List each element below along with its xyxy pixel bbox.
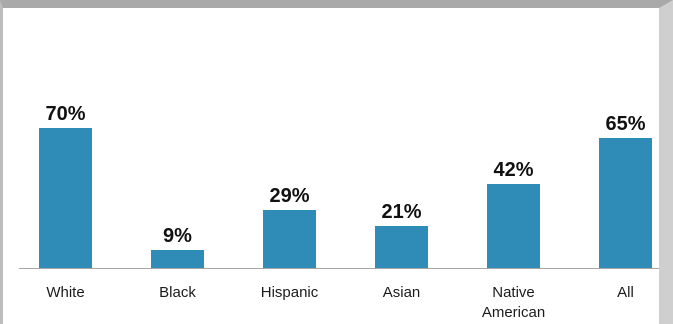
category-label-hispanic: Hispanic <box>261 284 319 301</box>
bars-layer <box>39 128 652 268</box>
category-label-asian: Asian <box>383 284 421 301</box>
category-label-native-american: Native American <box>482 284 545 321</box>
value-labels-layer: 70% 9% 29% 21% 42% 65% <box>45 103 645 247</box>
value-label-hispanic: 29% <box>269 185 309 207</box>
category-label-all: All <box>617 284 634 301</box>
bar-asian <box>375 226 428 268</box>
category-label-line: White <box>46 284 84 301</box>
value-label-all: 65% <box>605 113 645 135</box>
category-label-line: American <box>482 304 545 321</box>
category-label-line: Hispanic <box>261 284 319 301</box>
category-labels-layer: White Black Hispanic Asian Native American All <box>46 284 634 321</box>
bar-black <box>151 250 204 268</box>
value-label-native-american: 42% <box>493 159 533 181</box>
category-label-line: Black <box>159 284 196 301</box>
category-label-black: Black <box>159 284 196 301</box>
chart-svg: 70% 9% 29% 21% 42% 65% White Black Hispanic Asia… <box>19 103 659 321</box>
category-label-line: Asian <box>383 284 421 301</box>
bar-native-american <box>487 184 540 268</box>
bar-chart: 70% 9% 29% 21% 42% 65% White Black Hispanic Asia… <box>3 8 659 324</box>
value-label-white: 70% <box>45 103 85 125</box>
bar-all <box>599 138 652 268</box>
category-label-white: White <box>46 284 84 301</box>
bar-hispanic <box>263 210 316 268</box>
category-label-line: All <box>617 284 634 301</box>
value-label-black: 9% <box>163 225 192 247</box>
bar-white <box>39 128 92 268</box>
category-label-line: Native <box>492 284 535 301</box>
value-label-asian: 21% <box>381 201 421 223</box>
